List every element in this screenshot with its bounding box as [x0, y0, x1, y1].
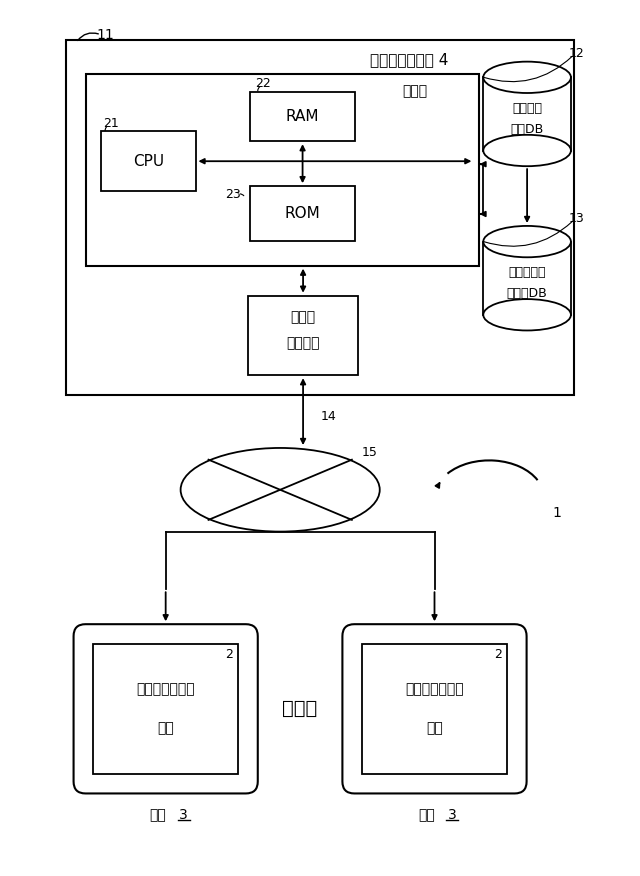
Text: 21: 21	[103, 117, 118, 130]
Bar	[362, 644, 507, 774]
Bar	[93, 644, 238, 774]
Bar	[250, 91, 355, 141]
Bar	[250, 186, 355, 241]
Text: 14: 14	[321, 410, 337, 423]
Text: 22: 22	[255, 77, 271, 90]
Text: ナビゲーション: ナビゲーション	[405, 682, 464, 696]
Text: CPU: CPU	[132, 153, 164, 169]
Text: 計情報DB: 計情報DB	[507, 287, 547, 300]
Text: 15: 15	[362, 447, 378, 459]
Text: ・・・: ・・・	[282, 699, 317, 718]
Text: ROM: ROM	[285, 206, 321, 221]
Text: プローブ統: プローブ統	[508, 266, 546, 279]
Ellipse shape	[180, 448, 380, 532]
Text: プローブ: プローブ	[512, 102, 542, 115]
Text: RAM: RAM	[286, 109, 319, 124]
Ellipse shape	[483, 226, 571, 258]
Text: 通信装置: 通信装置	[286, 336, 320, 350]
Text: プローブセンタ 4: プローブセンタ 4	[371, 53, 449, 67]
Text: 3: 3	[179, 809, 188, 823]
Text: 23: 23	[225, 187, 241, 201]
Text: センタ: センタ	[291, 310, 316, 324]
Ellipse shape	[483, 61, 571, 93]
Text: 2: 2	[494, 647, 502, 661]
Ellipse shape	[483, 135, 571, 166]
Text: 装置: 装置	[157, 721, 174, 735]
Ellipse shape	[483, 299, 571, 330]
Text: 1: 1	[552, 505, 561, 519]
Bar	[66, 39, 574, 395]
Text: 12: 12	[569, 47, 585, 60]
Text: 車両: 車両	[418, 809, 435, 823]
Bar	[248, 295, 358, 375]
Text: 11: 11	[96, 28, 114, 42]
Text: 装置: 装置	[426, 721, 443, 735]
Text: ナビゲーション: ナビゲーション	[136, 682, 195, 696]
Text: 3: 3	[448, 809, 457, 823]
FancyBboxPatch shape	[74, 625, 258, 794]
Bar	[101, 131, 196, 191]
FancyBboxPatch shape	[342, 625, 527, 794]
Text: サーバ: サーバ	[402, 84, 427, 98]
Text: 車両: 車両	[149, 809, 166, 823]
Text: 2: 2	[225, 647, 233, 661]
Text: 13: 13	[569, 213, 585, 225]
Text: 情報DB: 情報DB	[511, 124, 544, 136]
Bar	[86, 74, 479, 265]
